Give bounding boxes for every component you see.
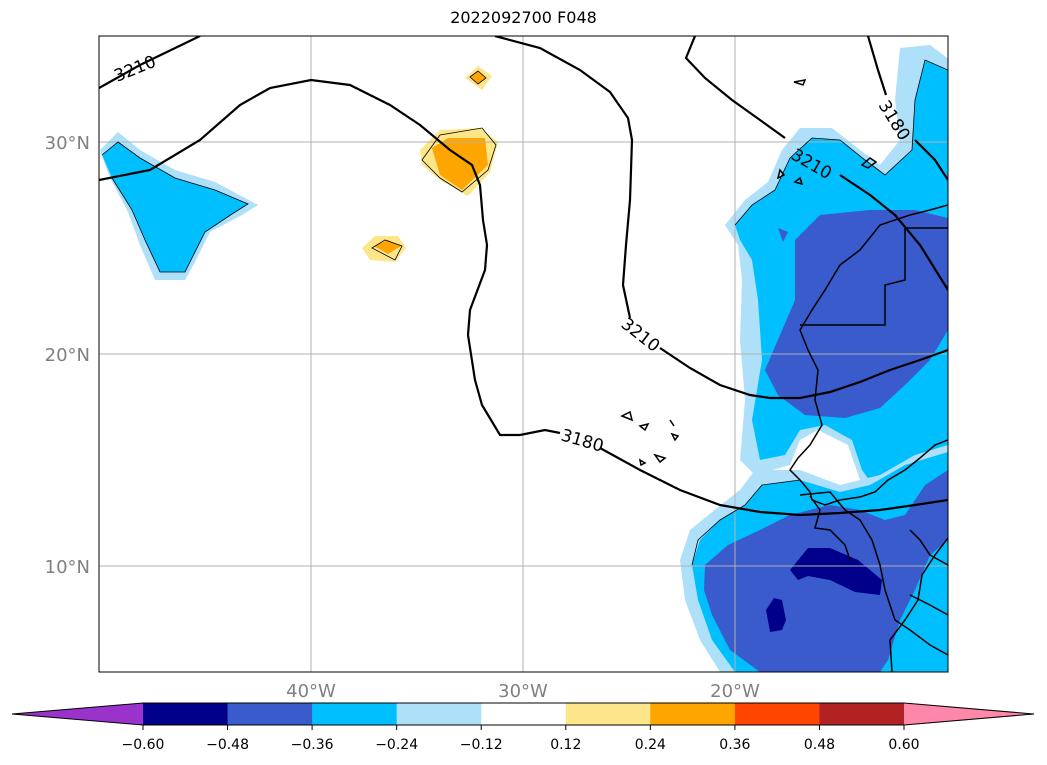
colorbar-swatch — [481, 703, 567, 725]
lon-label-30w: 30°W — [498, 681, 548, 702]
colorbar-swatch — [819, 703, 905, 725]
colorbar-extend-max — [904, 703, 1034, 725]
colorbar-swatch — [143, 703, 229, 725]
lat-label-10n: 10°N — [45, 557, 90, 578]
colorbar-extend-min — [12, 703, 143, 725]
colorbar-tick-label: −0.60 — [122, 737, 165, 753]
colorbar-tick-label: 0.48 — [804, 737, 835, 753]
colorbar-tick-label: 0.60 — [888, 737, 919, 753]
colorbar: −0.60 −0.48 −0.36 −0.24 −0.12 0.12 0.24 0.36 0.4… — [11, 702, 1035, 753]
coastlines — [620, 79, 948, 672]
contour-label: 3210 — [617, 314, 663, 356]
colorbar-tick-label: −0.48 — [206, 737, 249, 753]
colorbar-tick-label: 0.24 — [635, 737, 666, 753]
map-frame — [98, 35, 949, 673]
colorbar-swatch — [565, 703, 651, 725]
lon-label-40w: 40°W — [286, 681, 336, 702]
graticule — [99, 36, 948, 672]
lat-label-20n: 20°N — [45, 345, 90, 366]
colorbar-tick-label: −0.12 — [460, 737, 503, 753]
map-title: 2022092700 F048 — [450, 8, 597, 27]
colorbar-swatch — [650, 703, 736, 725]
contour-label: 3210 — [111, 52, 159, 87]
colorbar-swatch — [227, 703, 313, 725]
map-area: 3210 3210 3210 3180 3180 — [99, 36, 948, 672]
lon-label-20w: 20°W — [710, 681, 760, 702]
colorbar-tick-label: −0.24 — [375, 737, 418, 753]
colorbar-tick-label: 0.12 — [550, 737, 581, 753]
lat-label-30n: 30°N — [45, 133, 90, 154]
colorbar-swatch — [312, 703, 398, 725]
colorbar-tick-label: 0.36 — [719, 737, 750, 753]
colorbar-swatch — [396, 703, 482, 725]
contour-label: 3180 — [559, 426, 606, 457]
colorbar-tick-label: −0.36 — [291, 737, 334, 753]
anomaly-outlines — [101, 59, 948, 566]
height-contours — [99, 36, 948, 517]
colorbar-swatch — [734, 703, 820, 725]
